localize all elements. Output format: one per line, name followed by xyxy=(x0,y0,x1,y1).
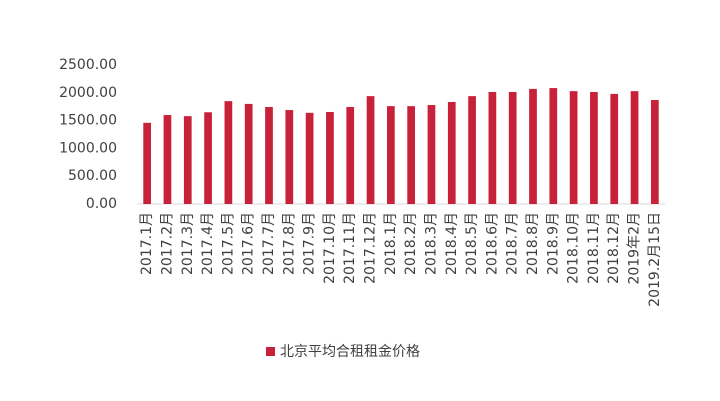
bar xyxy=(285,110,294,204)
y-tick-label: 0.00 xyxy=(86,196,117,212)
x-tick-label: 2019.2月15日 xyxy=(647,212,663,307)
bar xyxy=(529,88,537,204)
x-tick-label: 2018.11月 xyxy=(586,212,602,284)
legend-label: 北京平均合租租金价格 xyxy=(280,344,420,360)
x-tick-label: 2018.9月 xyxy=(545,212,561,275)
bar xyxy=(224,101,233,204)
y-tick-label: 1000.00 xyxy=(59,140,117,156)
bar xyxy=(610,93,619,204)
x-tick-label: 2017.10月 xyxy=(322,212,338,284)
bar xyxy=(427,105,436,204)
bar xyxy=(366,96,375,204)
bar xyxy=(468,96,476,204)
bar xyxy=(346,106,355,204)
bar xyxy=(549,88,558,204)
x-tick-label: 2017.6月 xyxy=(241,212,257,275)
bar xyxy=(447,101,456,204)
y-tick-label: 1500.00 xyxy=(59,113,117,129)
bar xyxy=(326,111,334,204)
bar xyxy=(163,115,172,204)
y-tick-label: 2500.00 xyxy=(59,57,117,73)
x-tick-label: 2018.8月 xyxy=(525,212,541,275)
bar xyxy=(265,106,273,204)
bar xyxy=(630,91,639,204)
x-tick-label: 2017.4月 xyxy=(200,212,216,275)
x-tick-label: 2019年2月 xyxy=(627,212,643,285)
bar xyxy=(305,112,314,204)
bar xyxy=(508,91,517,204)
x-tick-label: 2018.10月 xyxy=(566,212,582,284)
bar xyxy=(386,106,395,204)
y-tick-label: 2000.00 xyxy=(59,85,117,101)
x-tick-label: 2018.5月 xyxy=(464,212,480,275)
bar xyxy=(407,106,416,204)
bar xyxy=(143,122,152,204)
x-tick-label: 2017.11月 xyxy=(342,212,358,284)
x-tick-label: 2018.1月 xyxy=(383,212,399,275)
bar xyxy=(488,91,497,204)
x-tick-label: 2018.12月 xyxy=(606,212,622,284)
bar xyxy=(569,91,578,204)
bar xyxy=(204,112,212,204)
legend-swatch xyxy=(266,347,275,356)
x-tick-label: 2018.3月 xyxy=(423,212,439,275)
bar xyxy=(244,103,253,204)
x-tick-label: 2017.3月 xyxy=(180,212,196,275)
x-tick-label: 2018.7月 xyxy=(505,212,521,275)
x-tick-label: 2017.9月 xyxy=(302,212,318,275)
x-tick-label: 2017.8月 xyxy=(281,212,297,275)
bar xyxy=(590,91,598,204)
x-tick-label: 2017.7月 xyxy=(261,212,277,275)
bar xyxy=(183,116,192,204)
x-tick-label: 2017.1月 xyxy=(139,212,155,275)
x-tick-label: 2017.12月 xyxy=(363,212,379,284)
x-tick-label: 2017.5月 xyxy=(220,212,236,275)
y-tick-label: 500.00 xyxy=(68,168,117,184)
x-tick-label: 2018.2月 xyxy=(403,212,419,275)
x-tick-label: 2017.2月 xyxy=(159,212,175,275)
x-tick-label: 2018.6月 xyxy=(484,212,500,275)
bar xyxy=(650,100,659,204)
x-tick-label: 2018.4月 xyxy=(444,212,460,275)
